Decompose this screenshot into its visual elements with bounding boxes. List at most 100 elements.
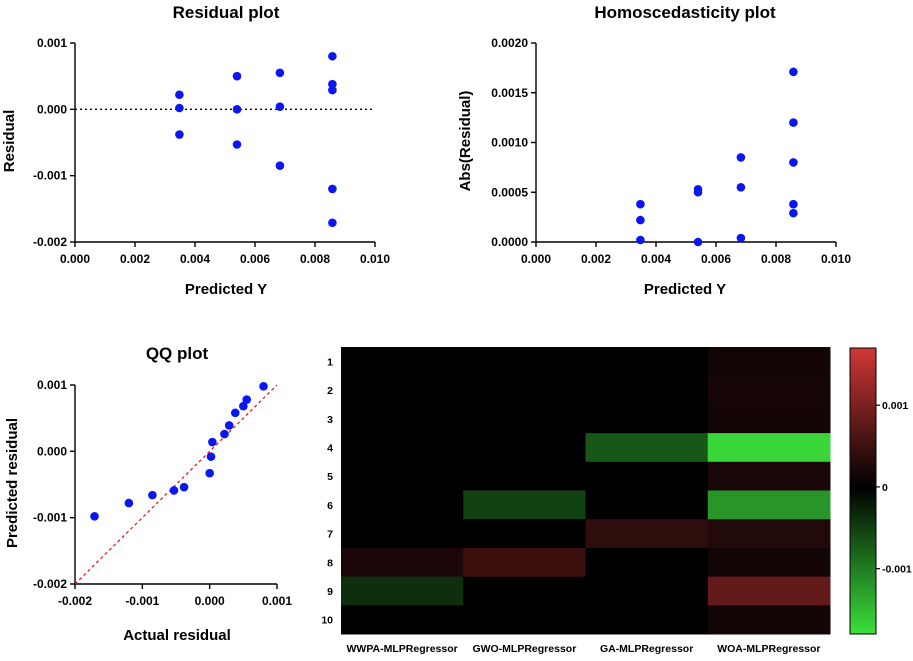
residual-plot-xlabel: Predicted Y <box>185 281 267 298</box>
residual-plot-point <box>275 161 285 171</box>
heatmap-cell <box>341 461 464 491</box>
qq-plot-point <box>179 482 189 492</box>
heatmap-cell <box>463 375 586 405</box>
heatmap-row-label: 1 <box>327 356 333 368</box>
qq-plot-point <box>208 437 217 447</box>
homoscedasticity-plot-y-tick-label: 0.0015 <box>491 86 528 100</box>
qq-plot-point <box>148 490 157 500</box>
residual-plot-y-tick-label: 0.001 <box>37 36 67 50</box>
heatmap-cell <box>585 404 709 434</box>
heatmap-cell <box>341 547 464 578</box>
heatmap-cell <box>341 404 464 434</box>
heatmap-cell <box>585 375 709 405</box>
residual-plot-x-tick-label: 0.008 <box>300 252 330 266</box>
qq-plot-point <box>220 429 229 439</box>
heatmap-cell <box>707 461 831 491</box>
heatmap-cell <box>585 433 709 463</box>
qq-plot-point <box>206 452 216 461</box>
homoscedasticity-plot-point <box>636 199 645 209</box>
heatmap-row-label: 2 <box>327 385 333 397</box>
residual-plot-point <box>328 184 337 194</box>
residual-plot-point <box>328 79 337 89</box>
qq-plot-point <box>242 395 251 404</box>
heatmap-cell <box>341 490 464 520</box>
residual-plot-x-tick-label: 0.006 <box>240 252 270 266</box>
homoscedasticity-plot-y-tick-label: 0.0010 <box>491 136 528 150</box>
heatmap-cell <box>341 605 464 635</box>
heatmap-row-label: 8 <box>327 557 333 569</box>
heatmap-column-label: GWO-MLPRegressor <box>472 643 576 655</box>
heatmap-column-label: GA-MLPRegressor <box>600 643 693 655</box>
heatmap-cell <box>463 404 586 434</box>
heatmap-row-label: 5 <box>327 471 333 483</box>
homoscedasticity-plot-ylabel: Abs(Residual) <box>457 91 474 192</box>
heatmap-cell <box>585 490 709 520</box>
homoscedasticity-plot-x-tick-label: 0.010 <box>821 252 851 266</box>
heatmap-cell <box>463 433 586 463</box>
heatmap-cell <box>585 605 709 635</box>
homoscedasticity-plot-point <box>736 233 746 243</box>
homoscedasticity-plot-point <box>789 199 798 209</box>
qq-plot-point <box>124 498 134 508</box>
qq-plot-point <box>230 408 240 418</box>
colorbar-tick-label: 0 <box>882 482 888 494</box>
qq-plot-ylabel: Predicted residual <box>4 418 21 548</box>
residual-plot-point <box>275 102 285 111</box>
homoscedasticity-plot: Homoscedasticity plot Predicted Y Abs(Re… <box>457 3 851 298</box>
heatmap-cell <box>463 605 586 635</box>
heatmap-cell <box>463 347 586 377</box>
colorbar-tick-label: 0.001 <box>882 400 908 412</box>
qq-plot-title: QQ plot <box>146 344 209 363</box>
homoscedasticity-plot-y-tick-label: 0.0005 <box>491 185 528 199</box>
heatmap-row-label: 9 <box>327 586 333 598</box>
qq-plot-point <box>169 486 179 495</box>
qq-plot-y-tick-label: -0.001 <box>33 511 67 525</box>
heatmap-cell <box>341 519 464 549</box>
heatmap-cell <box>707 490 831 520</box>
heatmap-cell <box>707 576 831 606</box>
residual-plot-point <box>328 85 337 95</box>
qq-plot-point <box>224 421 234 430</box>
heatmap-column-label: WWPA-MLPRegressor <box>347 643 458 655</box>
homoscedasticity-plot-point <box>736 182 746 192</box>
residual-plot-y-tick-label: -0.001 <box>33 169 67 183</box>
homoscedasticity-plot-x-tick-label: 0.004 <box>641 252 671 266</box>
residual-plot-x-tick-label: 0.010 <box>360 252 390 266</box>
heatmap-cell <box>707 347 831 377</box>
heatmap-cell <box>463 490 586 520</box>
residual-plot-y-tick-label: -0.002 <box>33 235 67 249</box>
residual-plot-point <box>232 105 242 114</box>
qq-plot-point <box>259 382 268 391</box>
homoscedasticity-plot-point <box>636 215 645 225</box>
homoscedasticity-plot-title: Homoscedasticity plot <box>594 3 776 22</box>
heatmap-cell <box>707 375 831 405</box>
heatmap-cell <box>585 576 709 606</box>
heatmap-cell <box>463 461 586 491</box>
heatmap-cell <box>585 547 709 578</box>
colorbar-tick-label: -0.001 <box>882 564 912 576</box>
homoscedasticity-plot-point <box>693 187 703 197</box>
homoscedasticity-plot-point <box>789 67 798 77</box>
qq-plot-x-tick-label: -0.002 <box>58 594 92 608</box>
heatmap-row-label: 10 <box>321 615 333 627</box>
heatmap-cell <box>341 576 464 606</box>
heatmap-cell <box>585 461 709 491</box>
heatmap-cell <box>341 375 464 405</box>
heatmap-cell <box>707 547 831 578</box>
heatmap-cell <box>463 547 586 578</box>
homoscedasticity-plot-x-tick-label: 0.002 <box>581 252 611 266</box>
heatmap-row-label: 7 <box>327 529 333 541</box>
heatmap-cell <box>707 519 831 549</box>
homoscedasticity-plot-y-tick-label: 0.0000 <box>491 235 528 249</box>
heatmap-column-label: WOA-MLPRegressor <box>717 643 820 655</box>
residual-plot-title: Residual plot <box>173 3 280 22</box>
heatmap-cell <box>707 404 831 434</box>
heatmap-cell <box>463 519 586 549</box>
qq-plot-xlabel: Actual residual <box>123 627 231 644</box>
heatmap-cell <box>341 433 464 463</box>
residual-plot-point <box>328 218 337 228</box>
residual-plot-point <box>175 130 184 139</box>
homoscedasticity-plot-point <box>636 235 645 245</box>
heatmap-cell <box>585 519 709 549</box>
